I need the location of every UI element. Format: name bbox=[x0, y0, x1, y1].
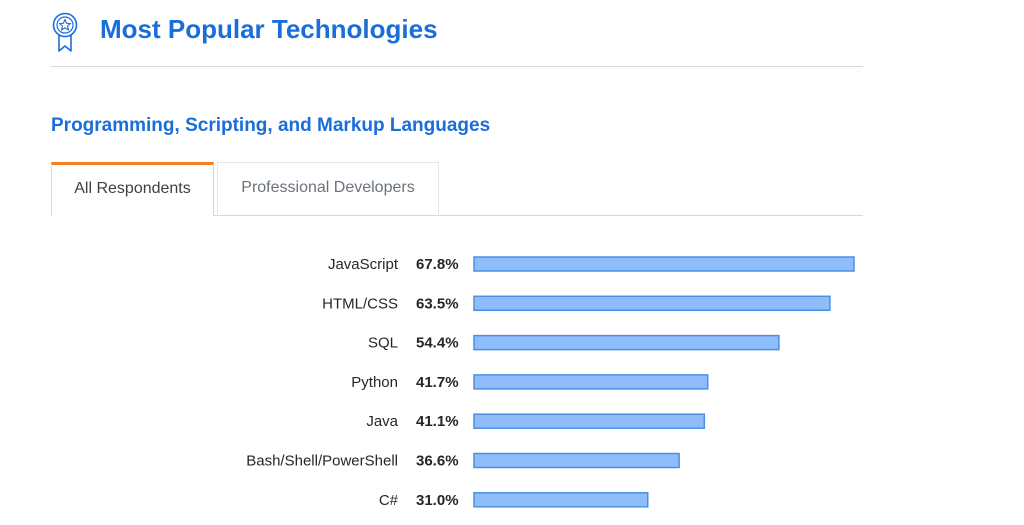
value-label: 36.6% bbox=[416, 453, 459, 470]
category-label: Python bbox=[351, 374, 398, 391]
bar-row: Java 41.1% bbox=[366, 413, 706, 430]
value-label: 31.0% bbox=[416, 492, 459, 509]
page-title: Most Popular Technologies bbox=[100, 14, 438, 44]
value-label: 41.7% bbox=[416, 374, 459, 391]
tab-bar: All Respondents Professional Developers bbox=[51, 162, 863, 216]
bar-row: JavaScript 67.8% bbox=[328, 256, 855, 273]
bar bbox=[473, 256, 855, 272]
bar bbox=[473, 374, 709, 390]
value-label: 67.8% bbox=[416, 256, 459, 273]
category-label: JavaScript bbox=[328, 256, 399, 273]
bar-row: HTML/CSS 63.5% bbox=[322, 295, 831, 312]
bar bbox=[473, 452, 680, 469]
category-label: Bash/Shell/PowerShell bbox=[246, 453, 398, 470]
category-label: HTML/CSS bbox=[322, 295, 398, 312]
bar bbox=[473, 492, 649, 508]
bar bbox=[473, 295, 831, 312]
award-ribbon-icon bbox=[52, 12, 78, 52]
value-label: 41.1% bbox=[416, 413, 459, 430]
bar-row: Bash/Shell/PowerShell 36.6% bbox=[246, 452, 680, 470]
value-label: 63.5% bbox=[416, 295, 459, 312]
page-header: Most Popular Technologies bbox=[51, 8, 863, 67]
category-label: C# bbox=[379, 492, 399, 509]
bar-row: SQL 54.4% bbox=[368, 334, 780, 352]
bar-row: C# 31.0% bbox=[379, 492, 649, 509]
tab-all-respondents[interactable]: All Respondents bbox=[51, 162, 214, 216]
bar-row: Python 41.7% bbox=[351, 374, 709, 391]
bar-chart: JavaScript 67.8% HTML/CSS 63.5% SQL 54.4% Pyth… bbox=[246, 256, 855, 509]
bar bbox=[473, 413, 706, 429]
tab-professional-developers[interactable]: Professional Developers bbox=[217, 162, 439, 214]
bar bbox=[473, 334, 780, 351]
category-label: SQL bbox=[368, 335, 398, 352]
category-label: Java bbox=[366, 413, 398, 430]
section-title: Programming, Scripting, and Markup Langu… bbox=[51, 115, 491, 136]
value-label: 54.4% bbox=[416, 335, 459, 352]
